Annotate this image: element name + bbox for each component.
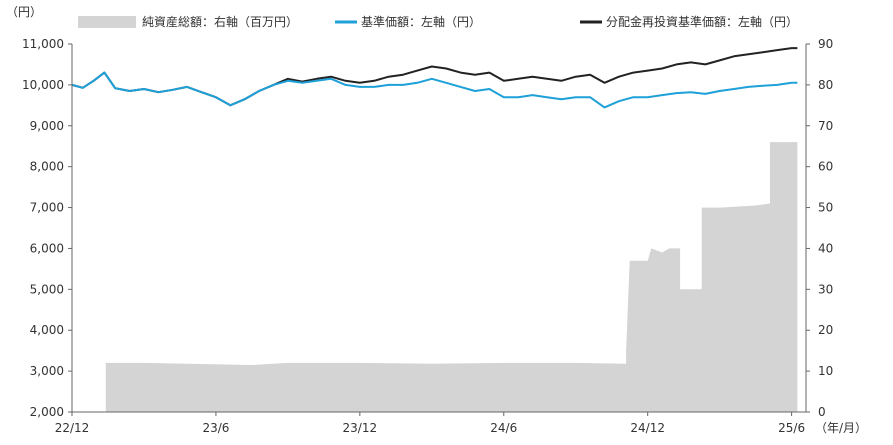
x-axis-unit-label: （年/月） <box>815 421 867 435</box>
right-axis-tick-label: 80 <box>818 78 833 92</box>
legend: 純資産総額：右軸（百万円） 基準価額：左軸（円） 分配金再投資基準価額：左軸（円） <box>78 14 798 29</box>
series-line-reinvested-nav <box>71 47 798 107</box>
right-axis-tick-label: 10 <box>818 364 833 378</box>
left-axis-tick-label: 5,000 <box>30 282 64 296</box>
line-layer <box>71 47 798 109</box>
right-axis-tick-label: 40 <box>818 241 833 255</box>
right-axis-tick-label: 0 <box>818 405 826 419</box>
x-axis-tick-label: 25/6 <box>778 421 805 435</box>
left-axis-tick-label: 2,000 <box>30 405 64 419</box>
x-axis-tick-label: 23/6 <box>202 421 229 435</box>
left-axis-tick-label: 10,000 <box>22 78 64 92</box>
left-axis-tick-label: 3,000 <box>30 364 64 378</box>
right-axis-tick-label: 30 <box>818 282 833 296</box>
right-axis-tick-label: 70 <box>818 119 833 133</box>
right-axis-tick-label: 50 <box>818 201 833 215</box>
series-line-nav <box>71 71 798 109</box>
x-axis-tick-label: 24/12 <box>630 421 665 435</box>
left-axis-tick-label: 4,000 <box>30 323 64 337</box>
x-axis-tick-label: 23/12 <box>343 421 378 435</box>
x-axis-tick-label: 22/12 <box>55 421 90 435</box>
series-area-net-assets <box>72 142 798 412</box>
x-axis: 22/12 23/6 23/12 24/6 24/12 25/6 <box>55 412 805 435</box>
legend-label: 基準価額：左軸（円） <box>361 14 481 29</box>
left-axis-tick-label: 6,000 <box>30 241 64 255</box>
area-layer <box>72 142 798 412</box>
left-axis: 11,000 10,000 9,000 8,000 7,000 6,000 5,000 4,0… <box>22 37 72 419</box>
left-axis-tick-label: 7,000 <box>30 201 64 215</box>
legend-label: 分配金再投資基準価額：左軸（円） <box>606 14 798 29</box>
legend-label: 純資産総額：右軸（百万円） <box>142 14 298 29</box>
corner-unit-label: （円） <box>6 5 42 19</box>
right-axis-tick-label: 90 <box>818 37 833 51</box>
right-axis: 90 80 70 60 50 40 30 20 10 0 <box>806 37 833 419</box>
left-axis-tick-label: 9,000 <box>30 119 64 133</box>
left-axis-tick-label: 8,000 <box>30 160 64 174</box>
right-axis-tick-label: 60 <box>818 160 833 174</box>
x-axis-tick-label: 24/6 <box>490 421 517 435</box>
right-axis-tick-label: 20 <box>818 323 833 337</box>
left-axis-tick-label: 11,000 <box>22 37 64 51</box>
legend-swatch-area <box>78 16 136 28</box>
